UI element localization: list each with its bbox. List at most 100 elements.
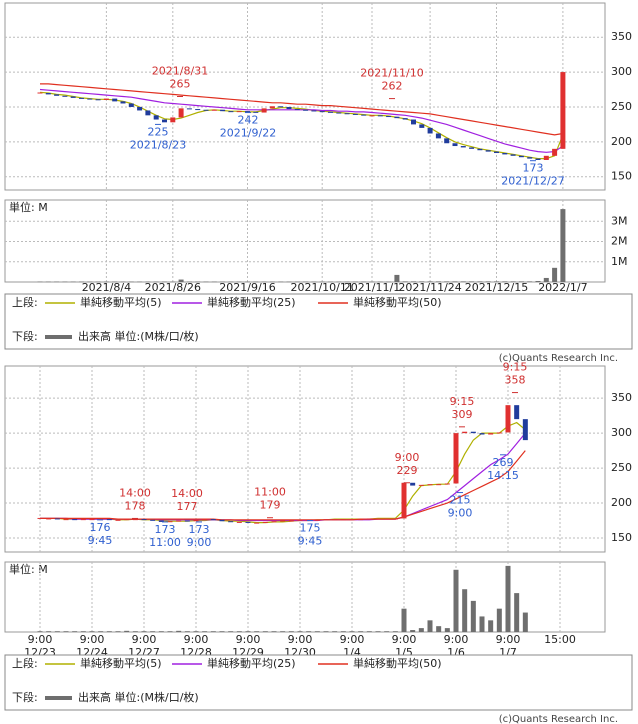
candle [253, 111, 259, 113]
volume-bar [278, 281, 284, 283]
candle [460, 146, 466, 148]
volume-bar [394, 274, 400, 282]
volume-bar [261, 281, 267, 283]
y-tick-label: 1M [611, 255, 628, 268]
candle [261, 108, 267, 113]
candle [219, 519, 225, 522]
volume-bar [469, 281, 475, 282]
candle [80, 519, 86, 521]
volume-bar [366, 631, 372, 632]
legend-label: 単純移動平均(25) [207, 656, 296, 670]
legend-label: 単純移動平均(5) [80, 295, 162, 309]
moving-average-line [39, 88, 564, 153]
volume-bar [115, 631, 121, 632]
candle [435, 133, 441, 139]
low-label: 9:45 [88, 534, 113, 547]
volume-unit: 単位: M [9, 200, 48, 214]
low-value: 173 [523, 162, 544, 175]
candle [236, 111, 242, 113]
volume-bar [488, 620, 494, 632]
low-value: 176 [90, 521, 111, 534]
candle [444, 483, 450, 485]
y-tick-label: 250 [611, 100, 632, 113]
candle [543, 155, 549, 160]
volume-bar [410, 630, 416, 632]
legend-lower-label: 下段: [12, 690, 38, 704]
candle [384, 518, 390, 520]
volume-bar [303, 281, 309, 283]
candle [236, 521, 242, 523]
candle [280, 520, 286, 522]
candle [392, 518, 398, 520]
candle [120, 101, 126, 104]
candle [401, 482, 407, 519]
x-tick-label: 2021/8/4 [82, 281, 131, 294]
volume-bar [120, 281, 126, 283]
candle [254, 522, 260, 524]
y-tick-label: 200 [611, 496, 632, 509]
candle [535, 158, 541, 160]
volume-bar [202, 631, 208, 632]
volume-pane [4, 199, 606, 283]
y-tick-label: 350 [611, 391, 632, 404]
candle [54, 518, 60, 520]
volume-bar [344, 281, 350, 283]
volume-bar [262, 631, 268, 632]
candle [349, 519, 355, 521]
candle [137, 106, 143, 111]
candle [470, 431, 476, 434]
candle [245, 111, 250, 113]
volume-bar [87, 281, 93, 283]
legend-label: 出来高 単位:(M株/口/枚) [78, 690, 199, 704]
candle [375, 518, 381, 520]
candle [184, 520, 190, 522]
candle [518, 155, 524, 158]
volume-bar [145, 281, 151, 283]
candle [210, 519, 216, 521]
volume-bar [219, 631, 225, 632]
candle [95, 99, 101, 101]
candle [418, 484, 424, 486]
volume-bar [245, 631, 251, 632]
candle [427, 484, 433, 486]
candle [150, 519, 156, 521]
volume-bar [375, 631, 381, 632]
candle [145, 110, 151, 116]
candle [203, 109, 209, 111]
volume-bar [462, 589, 468, 632]
volume-pane [4, 561, 606, 633]
low-value: 173 [189, 523, 210, 536]
candle [560, 72, 566, 149]
volume-bar [349, 631, 355, 632]
candle [46, 518, 52, 520]
volume-bar [527, 281, 533, 282]
volume-bar [552, 267, 558, 282]
volume-bar [358, 631, 364, 632]
candle [211, 109, 217, 111]
volume-bar [220, 281, 226, 283]
low-value: 175 [300, 522, 321, 535]
candle [141, 519, 147, 521]
moving-average-line [40, 421, 526, 524]
volume-bar [436, 626, 442, 632]
volume-bar [271, 631, 277, 632]
y-tick-label: 350 [611, 30, 632, 43]
volume-bar [228, 281, 234, 283]
candle [103, 98, 109, 100]
candle [419, 124, 425, 128]
candle [488, 433, 494, 435]
volume-bar [103, 281, 109, 283]
y-tick-label: 300 [611, 65, 632, 78]
candle [79, 97, 84, 99]
volume-bar [193, 631, 199, 632]
volume-bar [106, 631, 112, 632]
candle [402, 118, 408, 120]
volume-bar [286, 281, 292, 283]
candle [436, 484, 442, 486]
volume-bar [167, 631, 173, 632]
volume-bar [306, 631, 312, 632]
legend-label: 単純移動平均(50) [353, 656, 442, 670]
volume-bar [419, 281, 425, 282]
volume-bar [178, 279, 184, 282]
